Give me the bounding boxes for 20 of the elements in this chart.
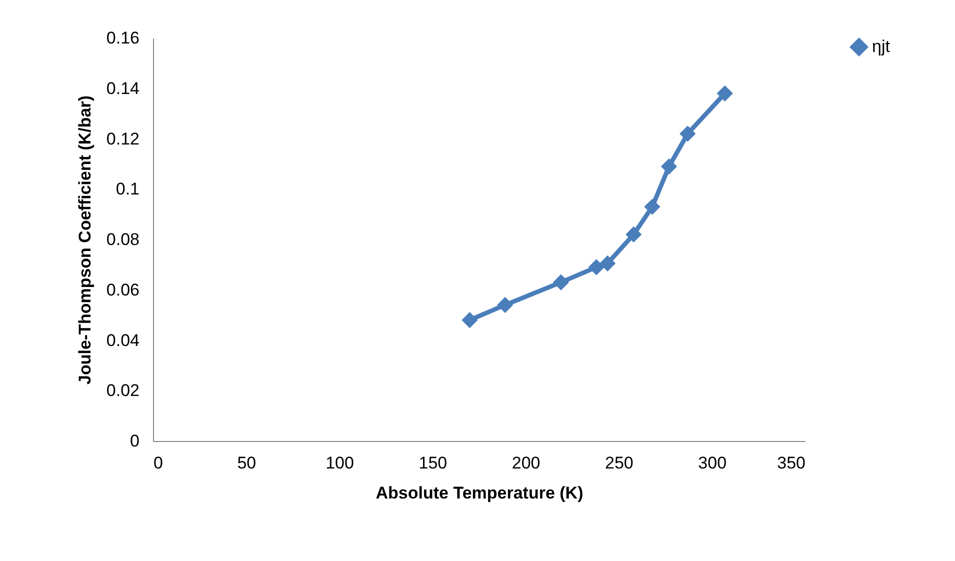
x-tick-label: 100 (326, 454, 354, 472)
x-tick-label: 150 (418, 454, 448, 472)
x-tick-label: 0 (154, 454, 163, 472)
y-tick-label: 0 (130, 432, 140, 450)
x-tick-label: 350 (777, 454, 806, 472)
y-axis-title: Joule-Thompson Coefficient (K/bar) (75, 96, 94, 384)
x-tick-label: 250 (605, 454, 634, 472)
y-tick-label: 0.04 (106, 330, 140, 350)
y-tick-label: 0.06 (106, 280, 140, 300)
y-tick-label: 0.12 (106, 129, 140, 148)
x-axis-title: Absolute Temperature (K) (376, 484, 584, 502)
x-tick-label: 50 (237, 454, 256, 472)
legend-label: ηjt (872, 37, 890, 56)
x-tick-label: 300 (698, 454, 727, 472)
x-tick-label: 200 (512, 454, 540, 472)
y-tick-label: 0.1 (116, 180, 140, 199)
y-tick-label: 0.14 (106, 78, 140, 98)
y-tick-label: 0.16 (106, 28, 140, 48)
y-tick-label: 0.08 (106, 230, 140, 249)
y-tick-label: 0.02 (106, 381, 140, 400)
